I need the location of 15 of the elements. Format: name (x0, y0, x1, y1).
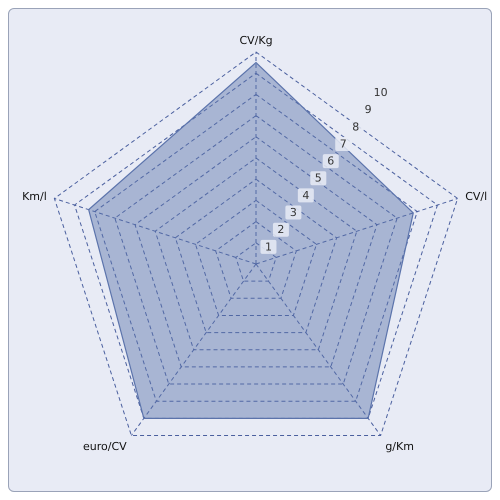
y-tick-label: 7 (340, 137, 347, 150)
y-tick-label: 4 (302, 188, 310, 202)
spoke-label: CV/l (465, 190, 488, 203)
spoke-label: g/Km (385, 440, 414, 453)
y-tick-label: 5 (314, 172, 322, 185)
y-tick-label: 2 (277, 223, 284, 236)
y-tick-label: 8 (352, 120, 360, 134)
spoke-label: euro/CV (83, 440, 128, 453)
y-tick-label: 10 (374, 86, 388, 99)
y-tick-label: 9 (364, 103, 372, 116)
y-tick-label: 3 (290, 206, 297, 220)
y-tick-label: 1 (264, 240, 272, 254)
y-tick-label: 6 (327, 154, 334, 168)
spoke-label: CV/Kg (239, 34, 273, 47)
spoke-label: Km/l (22, 190, 47, 203)
